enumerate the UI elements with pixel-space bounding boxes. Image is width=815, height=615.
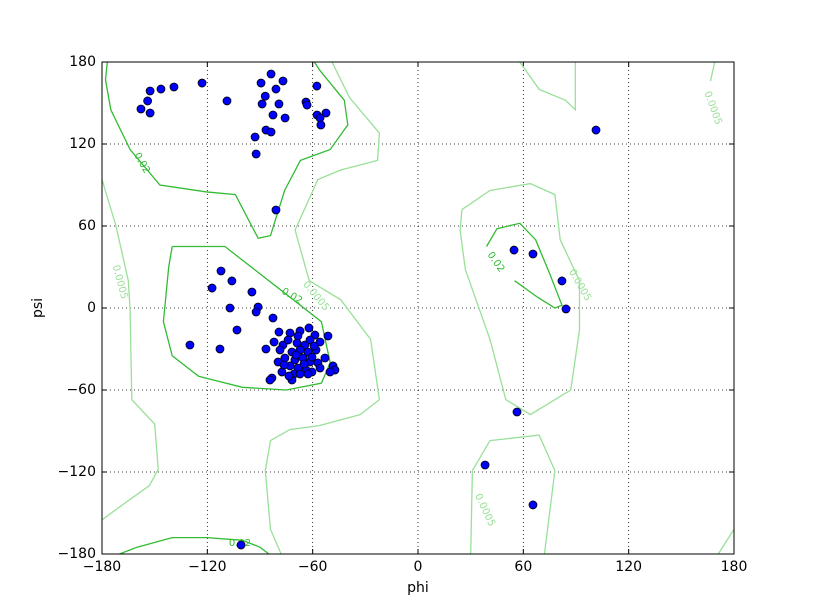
point: [145, 86, 155, 96]
point: [283, 335, 293, 345]
point: [156, 84, 166, 94]
point: [207, 283, 217, 293]
y-tick-label: 180: [69, 54, 96, 70]
point: [320, 353, 330, 363]
contour-line: [104, 61, 563, 555]
x-tick-label: −60: [298, 559, 328, 575]
point: [145, 108, 155, 118]
point: [323, 331, 333, 341]
point: [302, 100, 312, 110]
plot-frame: [101, 61, 735, 555]
point: [512, 407, 522, 417]
point: [257, 99, 267, 109]
point: [247, 287, 257, 297]
point: [185, 340, 195, 350]
y-tick-label: 120: [69, 136, 96, 152]
point: [269, 337, 279, 347]
point: [312, 81, 322, 91]
point: [307, 352, 317, 362]
point: [315, 363, 325, 373]
point: [278, 76, 288, 86]
point: [227, 276, 237, 286]
point: [266, 69, 276, 79]
point: [216, 266, 226, 276]
point: [303, 369, 313, 379]
point: [265, 375, 275, 385]
point: [321, 108, 331, 118]
point: [316, 120, 326, 130]
x-tick-label: 120: [615, 559, 642, 575]
point: [256, 78, 266, 88]
point: [251, 307, 261, 317]
point: [268, 313, 278, 323]
point: [309, 341, 319, 351]
point: [528, 249, 538, 259]
point: [295, 369, 305, 379]
point: [279, 360, 289, 370]
point: [274, 99, 284, 109]
point: [325, 367, 335, 377]
point: [250, 132, 260, 142]
x-tick-label: 180: [721, 559, 748, 575]
y-tick-label: −60: [66, 382, 96, 398]
point: [274, 327, 284, 337]
y-tick-label: −180: [58, 546, 96, 562]
point: [215, 344, 225, 354]
x-tick-label: 60: [514, 559, 532, 575]
point: [299, 359, 309, 369]
point: [275, 345, 285, 355]
y-tick-label: 60: [78, 218, 96, 234]
point: [197, 78, 207, 88]
point: [169, 82, 179, 92]
point: [509, 245, 519, 255]
point: [271, 205, 281, 215]
point: [528, 500, 538, 510]
point: [232, 325, 242, 335]
x-tick-label: −180: [83, 559, 121, 575]
point: [261, 344, 271, 354]
point: [315, 337, 325, 347]
x-tick-label: −120: [188, 559, 226, 575]
point: [225, 303, 235, 313]
point: [284, 371, 294, 381]
point: [591, 125, 601, 135]
point: [222, 96, 232, 106]
point: [561, 304, 571, 314]
point: [557, 276, 567, 286]
y-tick-label: −120: [58, 464, 96, 480]
point: [305, 335, 315, 345]
point: [268, 110, 278, 120]
point: [236, 540, 246, 550]
y-tick-label: 0: [87, 300, 96, 316]
y-axis-label: psi: [30, 298, 46, 318]
point: [480, 460, 490, 470]
point: [143, 96, 153, 106]
point: [266, 127, 276, 137]
point: [260, 91, 270, 101]
x-tick-label: 0: [414, 559, 423, 575]
point: [280, 113, 290, 123]
point: [271, 84, 281, 94]
point: [304, 323, 314, 333]
point: [136, 104, 146, 114]
contour-line: [101, 61, 735, 555]
point: [291, 350, 301, 360]
x-axis-label: phi: [407, 580, 429, 596]
point: [251, 149, 261, 159]
